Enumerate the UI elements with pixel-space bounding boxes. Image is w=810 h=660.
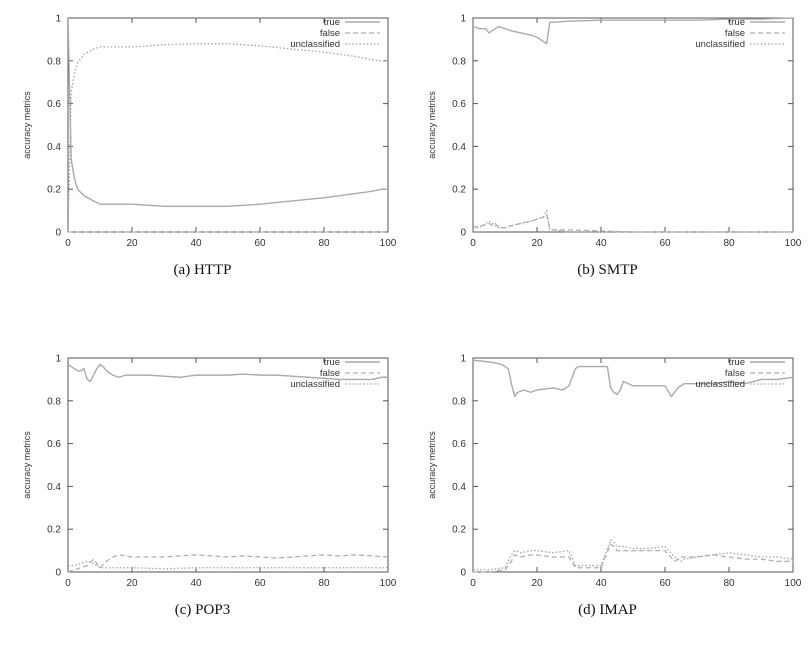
legend-label-true: true [729, 357, 745, 368]
y-tick-label: 0.6 [452, 439, 466, 450]
legend-label-false: false [725, 28, 745, 39]
x-tick-label: 60 [254, 238, 266, 249]
x-tick-label: 80 [318, 238, 330, 249]
x-tick-label: 60 [659, 578, 671, 589]
x-tick-label: 80 [723, 238, 735, 249]
x-tick-label: 20 [126, 578, 138, 589]
legend-label-true: true [324, 17, 340, 28]
y-tick-label: 0.8 [452, 56, 466, 67]
y-axis-title: accuracy metrics [22, 431, 32, 499]
figure-caption: (b) SMTP [577, 262, 638, 278]
y-tick-label: 0.2 [452, 525, 466, 536]
x-tick-label: 60 [659, 238, 671, 249]
y-tick-label: 1 [460, 14, 466, 25]
legend-label-true: true [729, 17, 745, 28]
y-axis-title: accuracy metrics [427, 91, 437, 159]
legend-label-unclassified: unclassified [290, 39, 340, 50]
y-tick-label: 1 [55, 354, 61, 365]
plot-frame [67, 17, 389, 233]
y-tick-label: 0.2 [47, 525, 61, 536]
legend-label-false: false [320, 368, 340, 379]
series-line-true [473, 359, 793, 398]
series-line-true [473, 17, 793, 45]
series-line-false [68, 554, 388, 573]
y-tick-label: 0 [460, 228, 466, 239]
y-axis-title: accuracy metrics [22, 91, 32, 159]
legend-label-unclassified: unclassified [290, 379, 340, 390]
y-tick-label: 1 [55, 14, 61, 25]
x-tick-label: 0 [65, 238, 71, 249]
legend-label-unclassified: unclassified [695, 39, 745, 50]
plot-frame [67, 357, 389, 573]
x-tick-label: 80 [318, 578, 330, 589]
series-line-unclassified [68, 560, 388, 570]
x-tick-label: 100 [785, 238, 802, 249]
series-line-unclassified [473, 209, 793, 233]
x-tick-label: 0 [470, 238, 476, 249]
legend-label-unclassified: unclassified [695, 379, 745, 390]
series-line-unclassified [68, 43, 388, 233]
y-tick-label: 0.4 [47, 142, 61, 153]
figure-caption: (a) HTTP [173, 262, 232, 278]
x-tick-label: 40 [190, 238, 202, 249]
figure-caption: (c) POP3 [174, 602, 231, 618]
figure-caption: (d) IMAP [578, 602, 637, 618]
y-tick-label: 0 [55, 568, 61, 579]
y-tick-label: 0.2 [47, 185, 61, 196]
plot-frame [472, 17, 794, 233]
series-line-true [68, 363, 388, 383]
x-tick-label: 40 [595, 238, 607, 249]
y-tick-label: 0.4 [452, 142, 466, 153]
y-tick-label: 1 [460, 354, 466, 365]
y-tick-label: 0.6 [452, 99, 466, 110]
y-axis-title: accuracy metrics [427, 431, 437, 499]
series-line-false [473, 214, 793, 233]
x-tick-label: 60 [254, 578, 266, 589]
y-tick-label: 0 [55, 228, 61, 239]
x-tick-label: 0 [470, 578, 476, 589]
x-tick-label: 40 [190, 578, 202, 589]
x-tick-label: 100 [380, 578, 397, 589]
x-tick-label: 100 [785, 578, 802, 589]
y-tick-label: 0.2 [452, 185, 466, 196]
y-tick-label: 0.4 [452, 482, 466, 493]
y-tick-label: 0.6 [47, 439, 61, 450]
x-tick-label: 20 [531, 238, 543, 249]
series-line-true [68, 17, 388, 208]
y-tick-label: 0.8 [47, 396, 61, 407]
x-tick-label: 0 [65, 578, 71, 589]
legend-label-true: true [324, 357, 340, 368]
x-tick-label: 20 [126, 238, 138, 249]
x-tick-label: 80 [723, 578, 735, 589]
y-tick-label: 0.8 [452, 396, 466, 407]
legend-label-false: false [320, 28, 340, 39]
x-tick-label: 20 [531, 578, 543, 589]
y-tick-label: 0.8 [47, 56, 61, 67]
y-tick-label: 0.6 [47, 99, 61, 110]
legend-label-false: false [725, 368, 745, 379]
x-tick-label: 100 [380, 238, 397, 249]
plot-frame [472, 357, 794, 573]
y-tick-label: 0.4 [47, 482, 61, 493]
x-tick-label: 40 [595, 578, 607, 589]
series-line-unclassified [473, 539, 793, 571]
y-tick-label: 0 [460, 568, 466, 579]
